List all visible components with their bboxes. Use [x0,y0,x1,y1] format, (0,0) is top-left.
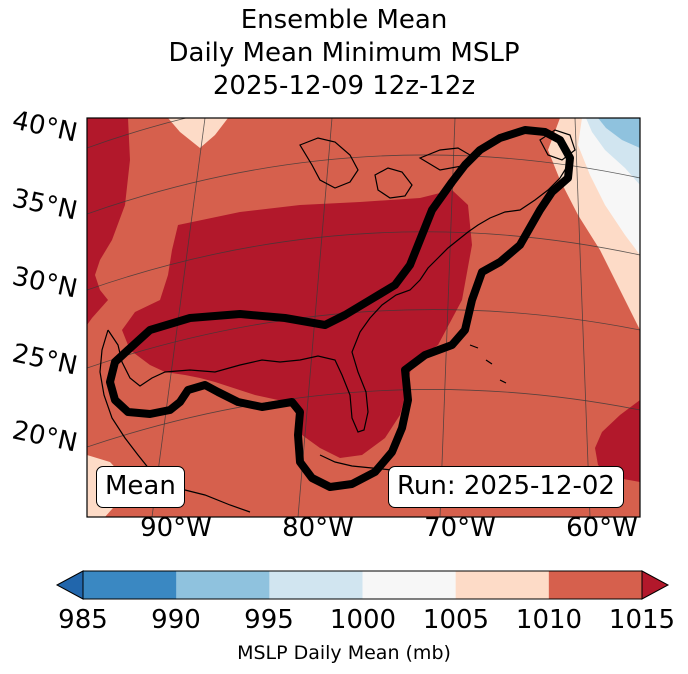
colorbar-segment [269,571,363,599]
title-line-1: Ensemble Mean [240,5,448,35]
lon-label-80w: 80°W [282,513,354,543]
lon-label-60w: 60°W [566,513,638,543]
colorbar-tick-1000: 1000 [329,605,397,635]
colorbar-segment [455,571,550,599]
colorbar-segment [176,571,270,599]
mslp-band-1010 [168,118,228,148]
colorbar-segment [548,571,643,599]
graticule [87,118,640,517]
lon-label-90w: 90°W [140,513,212,543]
map-frame [86,117,641,518]
mslp-band-1015 [595,400,640,482]
coastlines [99,129,576,513]
colorbar-tick-1015: 1015 [608,605,676,635]
colorbar-segments [83,571,643,599]
colorbar-segment [362,571,457,599]
mslp-contour [106,126,574,491]
run-label: Run: 2025-12-02 [388,466,624,508]
colorbar-tick-985: 985 [58,605,108,635]
colorbar-tick-990: 990 [151,605,201,635]
title-line-2: Daily Mean Minimum MSLP [168,38,520,68]
colorbar-tick-995: 995 [244,605,294,635]
mean-label: Mean [96,466,185,508]
colorbar-extend-low [55,570,84,600]
mslp-band-995 [598,118,640,148]
colorbar-tick-1005: 1005 [422,605,490,635]
colorbar-extend-high [641,570,670,600]
mslp-band-1015 [87,118,130,325]
colorbar [55,570,670,600]
colorbar-label: MSLP Daily Mean (mb) [237,642,451,664]
colorbar-tick-1010: 1010 [515,605,583,635]
mslp-field [87,118,640,517]
colorbar-segment [83,571,177,599]
lon-label-70w: 70°W [424,513,496,543]
title-line-3: 2025-12-09 12z-12z [212,71,476,101]
